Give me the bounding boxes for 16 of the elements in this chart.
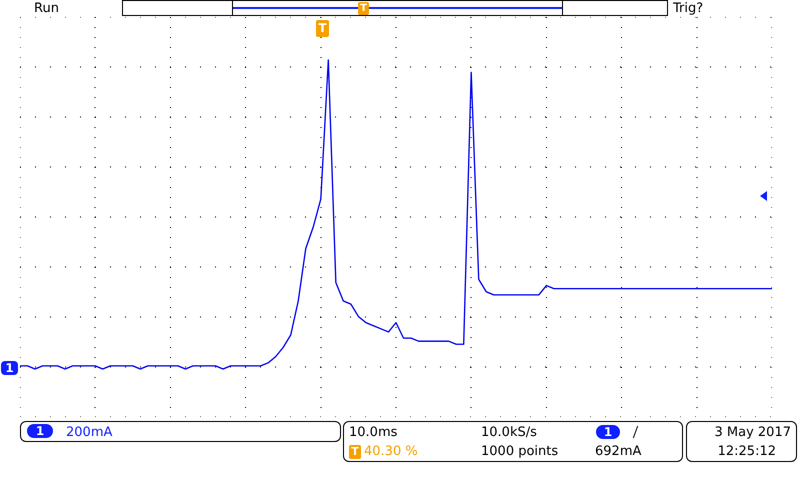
text: 1000 points [481,444,558,459]
text: Run [34,1,59,16]
trigger-icon: T [349,445,361,459]
text: 692mA [595,444,642,459]
trigger-position-icon: T [358,2,369,15]
channel-icon: 1 [27,424,53,438]
text: 40.30 % [364,444,418,459]
text: 10.0ms [349,425,398,440]
ground-level-icon: 1 [1,361,18,375]
text: Trig? [673,1,704,16]
text: 10.0kS/s [481,425,537,440]
text: 3 May 2017 [714,425,791,440]
channel-icon: 1 [596,425,620,439]
text: 12:25:12 [718,444,776,459]
text: 200mA [66,425,112,440]
trigger-position-icon: T [316,20,329,37]
